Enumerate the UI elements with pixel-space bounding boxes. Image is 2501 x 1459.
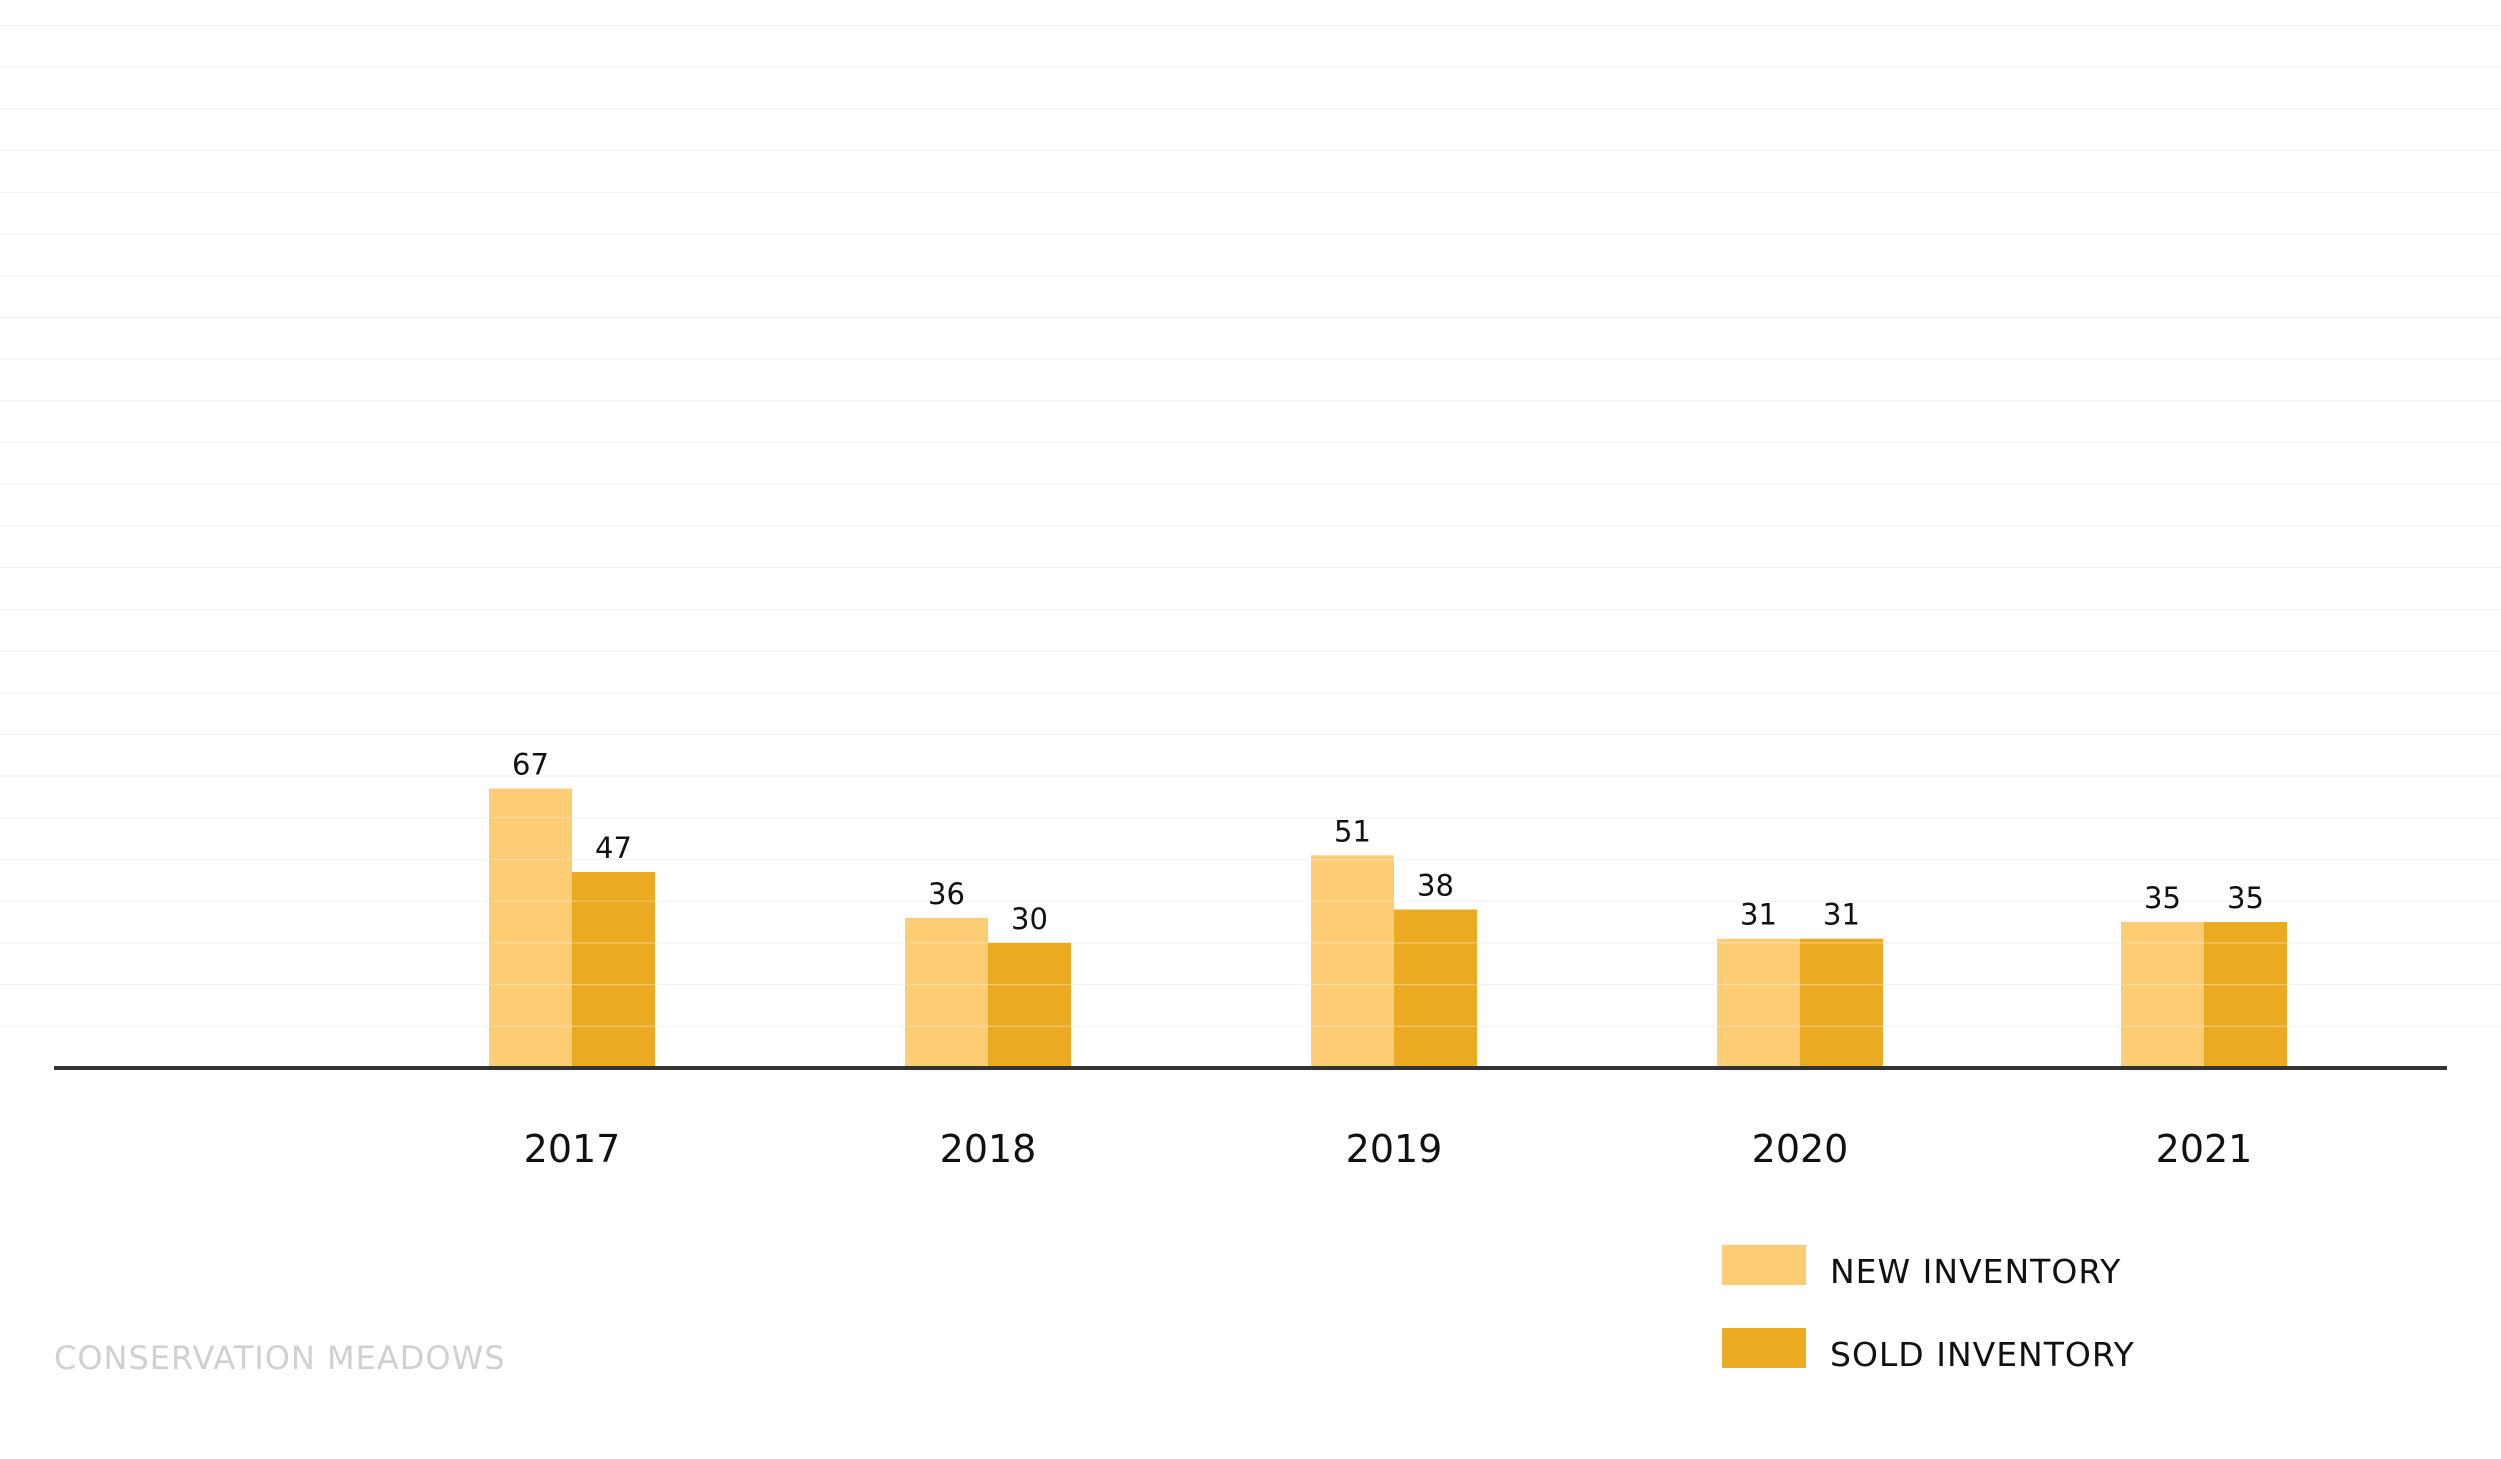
data-label-new-2017: 67	[512, 748, 549, 782]
data-label-sold-2019: 38	[1417, 869, 1454, 903]
legend-label-new: NEW INVENTORY	[1830, 1252, 2121, 1291]
legend-swatch-new	[1722, 1245, 1806, 1285]
legend: NEW INVENTORY SOLD INVENTORY	[1722, 1245, 2135, 1374]
bar-new-2020	[1717, 938, 1800, 1068]
data-label-sold-2017: 47	[595, 831, 632, 865]
x-axis-tick-labels: 2017 2018 2019 2020 2021	[524, 1127, 2253, 1171]
gridlines	[0, 24, 2501, 1027]
tick-label-2018: 2018	[940, 1127, 1037, 1171]
data-label-new-2018: 36	[928, 877, 965, 911]
data-label-new-2019: 51	[1334, 814, 1371, 848]
data-label-sold-2018: 30	[1011, 902, 1048, 936]
bar-new-2021	[2121, 922, 2204, 1068]
tick-label-2020: 2020	[1752, 1127, 1849, 1171]
bar-sold-2018	[988, 942, 1071, 1068]
bar-new-2019	[1311, 855, 1394, 1068]
data-labels: 67 47 36 30 51 38 31 31 35 35	[512, 748, 2264, 936]
legend-label-sold: SOLD INVENTORY	[1830, 1335, 2135, 1374]
bar-sold-2017	[572, 872, 655, 1068]
bar-new-2018	[905, 917, 988, 1068]
legend-swatch-sold	[1722, 1328, 1806, 1368]
footer-brand: CONSERVATION MEADOWS	[54, 1339, 506, 1377]
bar-sold-2019	[1394, 909, 1477, 1068]
tick-label-2017: 2017	[524, 1127, 621, 1171]
data-label-sold-2020: 31	[1823, 898, 1860, 932]
bar-sold-2020	[1800, 938, 1883, 1068]
tick-label-2019: 2019	[1346, 1127, 1443, 1171]
bar-grid-overlay	[489, 817, 2287, 1027]
data-label-sold-2021: 35	[2227, 881, 2264, 915]
data-label-new-2020: 31	[1740, 898, 1777, 932]
data-label-new-2021: 35	[2144, 881, 2181, 915]
bar-new-2017	[489, 788, 572, 1068]
tick-label-2021: 2021	[2156, 1127, 2253, 1171]
bars	[489, 788, 2287, 1068]
bar-sold-2021	[2204, 922, 2287, 1068]
